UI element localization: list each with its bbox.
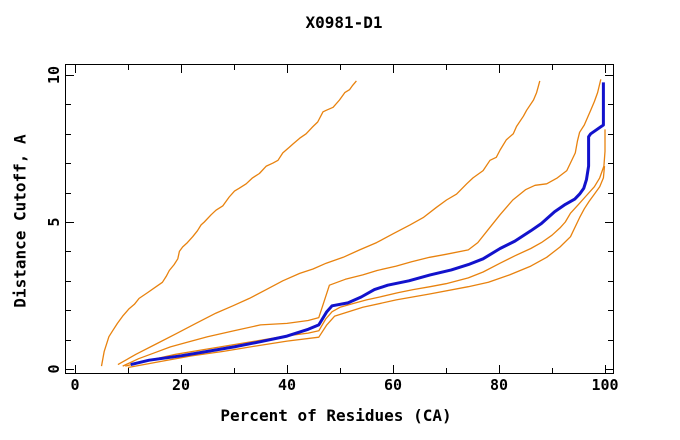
curve-highlighted-blue xyxy=(130,82,605,367)
y-tick-label: 10 xyxy=(45,66,63,84)
x-tick-label: 80 xyxy=(490,376,508,394)
curve-orange-1 xyxy=(100,80,357,367)
y-tick-label: 0 xyxy=(45,364,63,373)
x-tick-label: 20 xyxy=(172,376,190,394)
chart-title: X0981-D1 xyxy=(305,13,383,32)
curve-orange-2 xyxy=(117,80,541,366)
plot-border xyxy=(65,64,614,374)
curve-orange-5 xyxy=(127,166,606,369)
y-axis-label: Distance Cutoff, A xyxy=(10,134,30,308)
x-tick-label: 0 xyxy=(70,376,79,394)
y-tick-label: 5 xyxy=(45,217,63,226)
x-tick-label: 40 xyxy=(278,376,296,394)
x-axis-label: Percent of Residues (CA) xyxy=(220,406,452,425)
x-tick-label: 100 xyxy=(591,376,618,394)
curve-orange-3 xyxy=(122,79,602,367)
x-tick-label: 60 xyxy=(384,376,402,394)
